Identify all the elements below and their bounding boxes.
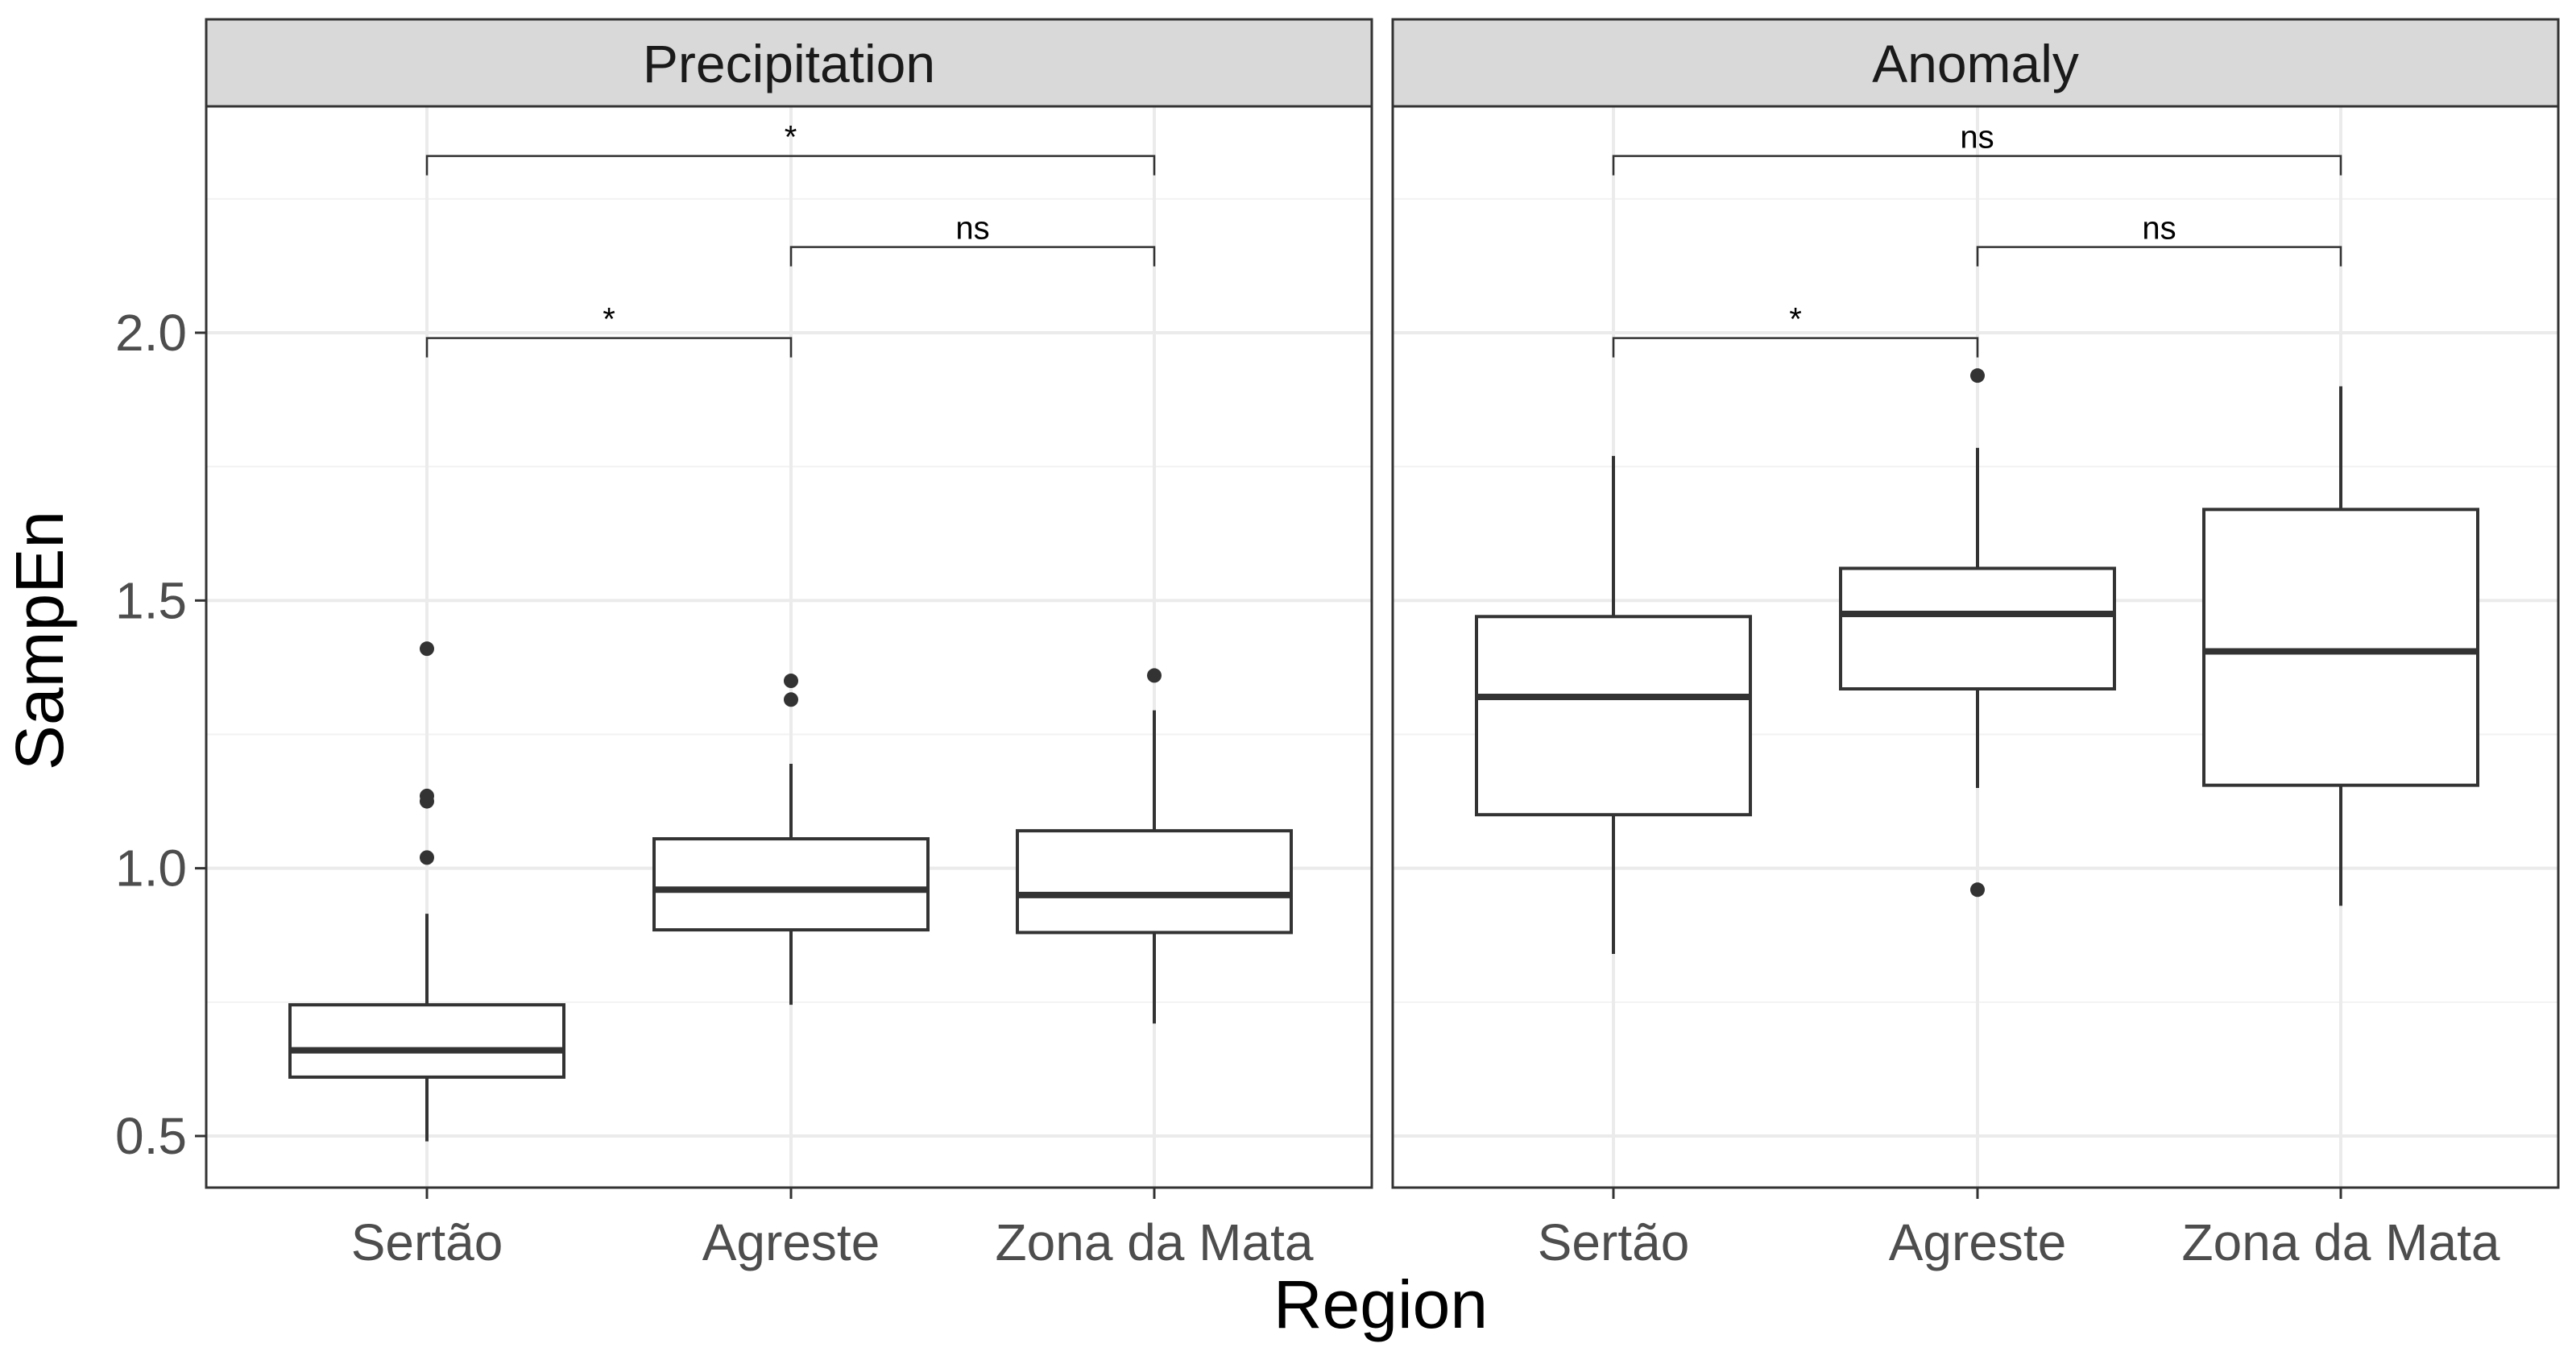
significance-bracket: [425, 155, 1156, 176]
significance-label: *: [1789, 302, 1802, 338]
y-tick-label: 1.5: [115, 571, 187, 629]
significance-label: *: [785, 120, 797, 155]
significance-label: *: [603, 302, 615, 338]
box-iqr: [1839, 566, 2116, 691]
panel-anomaly: * ns ns Anomaly Sertão Agreste Zona da Mata: [1391, 18, 2560, 1271]
significance-bracket: [425, 337, 793, 358]
y-tick-label: 1.0: [115, 840, 187, 898]
box-iqr: [288, 1003, 565, 1079]
significance-bracket: [1976, 246, 2342, 267]
x-tick-label: Agreste: [1889, 1213, 2067, 1271]
x-tick-label: Agreste: [702, 1213, 880, 1271]
y-axis-title: SampEn: [2, 511, 77, 770]
outlier-point: [420, 641, 434, 657]
facet-strip-title: Anomaly: [1872, 34, 2079, 93]
y-tick-label: 2.0: [115, 304, 187, 362]
x-tick-label: Sertão: [1538, 1213, 1690, 1271]
outlier-point: [1970, 368, 1985, 384]
box-iqr: [1016, 829, 1293, 935]
significance-bracket: [789, 246, 1156, 267]
outlier-point: [1147, 668, 1162, 683]
significance-bracket: [1612, 337, 1979, 358]
box-3: [2202, 386, 2479, 906]
significance-bracket: [1612, 155, 2342, 176]
box-iqr: [1475, 615, 1752, 817]
box-iqr: [2202, 508, 2479, 787]
y-axis: 0.5 1.0 1.5 2.0: [115, 304, 206, 1165]
box-3: [1016, 668, 1293, 1024]
outlier-point: [784, 692, 798, 707]
outlier-point: [784, 674, 798, 689]
outlier-point: [1970, 882, 1985, 898]
x-tick-label: Sertão: [351, 1213, 503, 1271]
x-tick-label: Zona da Mata: [2182, 1213, 2500, 1271]
box-1: [288, 641, 565, 1142]
panel-precipitation: * ns * Precipitation Sertão Agreste Zona da Ma…: [205, 18, 1373, 1271]
box-iqr: [652, 837, 930, 932]
outlier-point: [420, 850, 434, 865]
box-1: [1475, 455, 1752, 955]
facet-strip-title: Precipitation: [643, 34, 935, 93]
facet-panels: * ns * Precipitation Sertão Agreste Zona da Ma…: [115, 18, 2560, 1271]
significance-label: ns: [955, 211, 989, 247]
significance-label: ns: [2142, 211, 2176, 247]
significance-label: ns: [1960, 120, 1994, 155]
facet-strip: [1391, 18, 2560, 108]
y-tick-label: 0.5: [115, 1107, 187, 1165]
x-axis-title: Region: [1274, 1267, 1488, 1342]
box-2: [1839, 368, 2116, 898]
facet-strip: [205, 18, 1373, 108]
box-2: [652, 674, 930, 1005]
outlier-point: [420, 794, 434, 809]
x-tick-label: Zona da Mata: [996, 1213, 1314, 1271]
